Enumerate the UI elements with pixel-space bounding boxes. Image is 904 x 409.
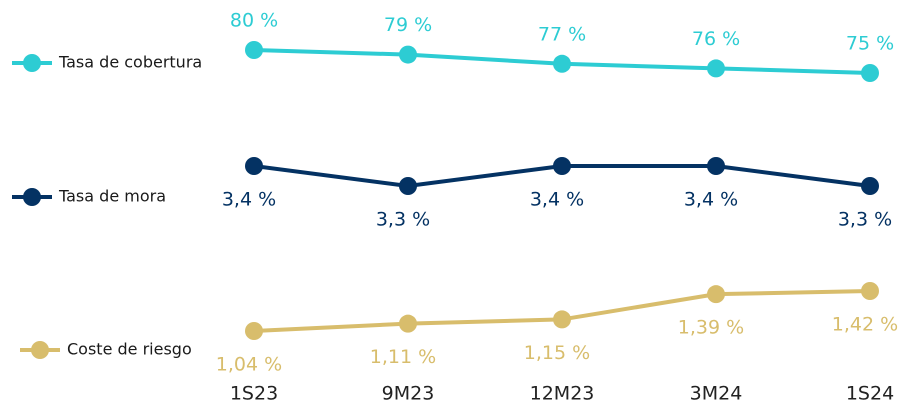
x-tick-label: 3M24: [690, 383, 743, 405]
point: [707, 285, 725, 304]
legend-label: Coste de riesgo: [67, 340, 192, 359]
legend-dot: [23, 54, 41, 72]
point: [245, 322, 263, 340]
legend-label: Tasa de mora: [58, 187, 166, 206]
point: [861, 282, 879, 300]
point: [707, 157, 725, 175]
legend-label: Tasa de cobertura: [58, 53, 202, 72]
point: [707, 59, 725, 78]
x-tick-label: 1S24: [846, 383, 894, 405]
data-label: 3,4 %: [530, 189, 584, 211]
x-tick-label: 9M23: [382, 383, 435, 405]
x-tick-label: 12M23: [530, 383, 595, 405]
legend-dot: [23, 188, 41, 206]
data-label: 76 %: [692, 28, 740, 50]
data-label: 1,42 %: [832, 314, 898, 336]
legend-dot: [31, 341, 49, 359]
data-label: 1,15 %: [524, 342, 590, 364]
point: [553, 54, 571, 73]
data-label: 3,3 %: [838, 209, 892, 231]
point: [553, 310, 571, 329]
point: [245, 157, 263, 175]
x-tick-label: 1S23: [230, 383, 278, 405]
data-label: 80 %: [230, 10, 278, 32]
point: [399, 45, 417, 64]
data-label: 77 %: [538, 23, 586, 45]
data-label: 1,04 %: [216, 354, 282, 376]
point: [553, 157, 571, 175]
point: [399, 177, 417, 195]
data-label: 3,3 %: [376, 209, 430, 231]
data-label: 3,4 %: [684, 189, 738, 211]
data-label: 79 %: [384, 14, 432, 36]
data-label: 3,4 %: [222, 189, 276, 211]
point: [399, 314, 417, 333]
point: [861, 64, 879, 82]
data-label: 1,39 %: [678, 317, 744, 339]
data-label: 75 %: [846, 33, 894, 55]
point: [245, 41, 263, 59]
point: [861, 177, 879, 195]
data-label: 1,11 %: [370, 346, 436, 368]
